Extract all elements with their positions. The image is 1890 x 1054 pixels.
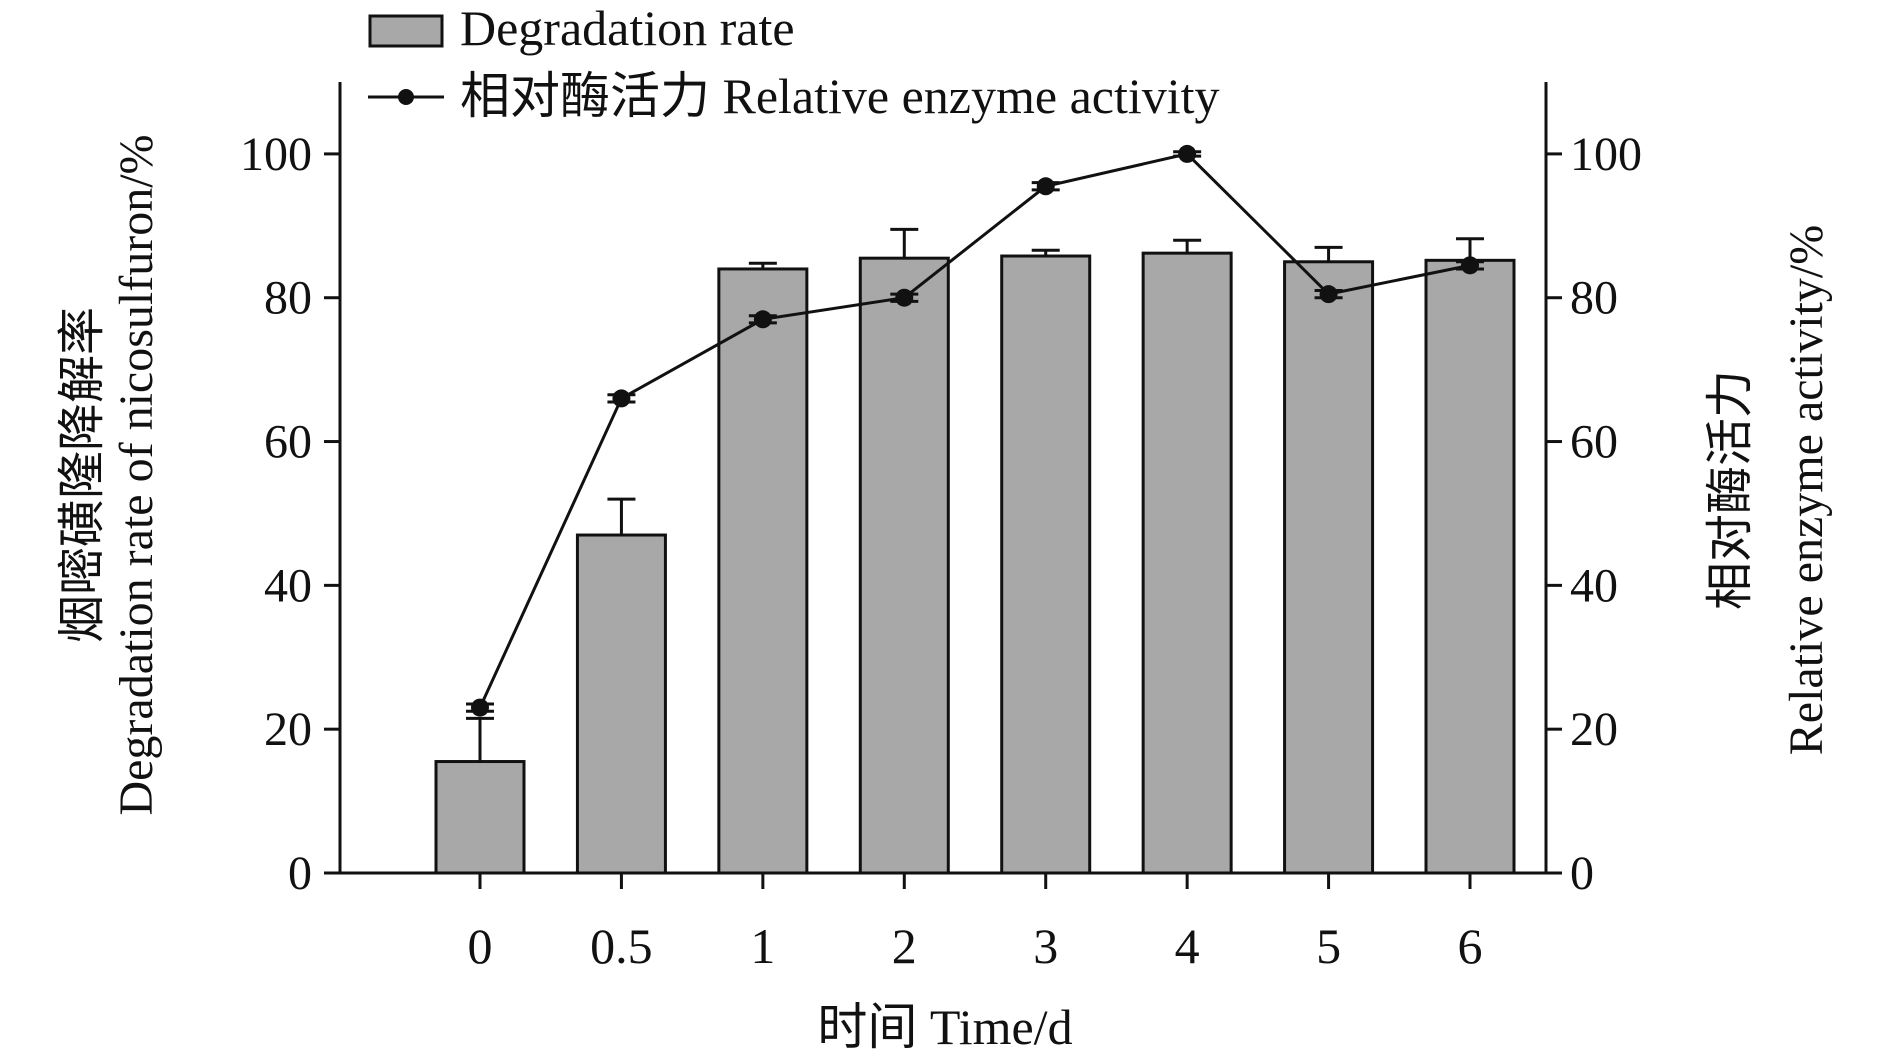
x-tick-label: 0.5 xyxy=(590,918,653,974)
legend-swatch-degradation-rate xyxy=(368,14,444,48)
bar xyxy=(1283,260,1375,875)
line-point xyxy=(612,389,631,408)
left-y-tick-label: 20 xyxy=(264,703,312,756)
legend-label-degradation-rate: Degradation rate xyxy=(460,0,795,56)
line-point xyxy=(753,310,772,329)
x-tick-label: 6 xyxy=(1458,918,1483,974)
left-y-tick-label: 80 xyxy=(264,272,312,325)
x-axis-title: 时间 Time/d xyxy=(817,999,1072,1054)
left-y-tick-label: 0 xyxy=(288,847,312,900)
bar-error-bars xyxy=(466,227,1484,762)
left-y-tick-label: 40 xyxy=(264,559,312,612)
right-y-ticks: 0 20 40 60 80 100 xyxy=(1546,128,1642,900)
right-y-tick-label: 0 xyxy=(1570,847,1594,900)
legend-swatch-marker xyxy=(398,89,414,105)
line-point xyxy=(1319,285,1338,304)
bar xyxy=(858,256,950,875)
right-y-tick-label: 100 xyxy=(1570,128,1642,181)
x-tick-label: 5 xyxy=(1316,918,1341,974)
line-point xyxy=(895,288,914,307)
bar xyxy=(717,267,809,875)
left-y-tick-label: 100 xyxy=(240,128,312,181)
line-point xyxy=(1461,256,1479,275)
line-point xyxy=(471,698,489,717)
right-y-tick-label: 60 xyxy=(1570,416,1618,469)
x-tick-label: 1 xyxy=(750,918,775,974)
left-y-axis-title-chinese: 烟嘧磺隆降解率 xyxy=(56,307,109,643)
x-tick-label: 0 xyxy=(468,918,493,974)
legend: Degradation rate 相对酶活力 Relative enzyme a… xyxy=(368,0,1220,124)
line-series xyxy=(466,144,1484,717)
line-point xyxy=(1178,144,1197,163)
left-y-axis-title-english: Degradation rate of nicosulfuron/% xyxy=(110,134,163,815)
right-y-tick-label: 40 xyxy=(1570,559,1618,612)
legend-label-relative-enzyme-activity: 相对酶活力 Relative enzyme activity xyxy=(460,68,1220,124)
bar xyxy=(1424,258,1516,875)
right-y-tick-label: 20 xyxy=(1570,703,1618,756)
right-y-axis-title-english: Relative enzyme activity/% xyxy=(1780,225,1833,755)
bar xyxy=(1141,251,1233,875)
enzyme-activity-line xyxy=(478,152,1471,709)
bar xyxy=(434,760,526,875)
left-y-tick-label: 60 xyxy=(264,416,312,469)
right-y-axis-title-chinese: 相对酶活力 xyxy=(1704,370,1757,610)
x-ticks: 0 0.5 1 2 3 4 5 6 xyxy=(468,873,1483,974)
left-y-ticks: 0 20 40 60 80 100 xyxy=(240,128,340,900)
bar-series xyxy=(434,251,1516,875)
right-y-tick-label: 80 xyxy=(1570,272,1618,325)
bar xyxy=(1000,254,1092,875)
x-tick-label: 4 xyxy=(1175,918,1200,974)
bar xyxy=(575,533,667,875)
x-tick-label: 2 xyxy=(892,918,917,974)
line-point xyxy=(1036,177,1055,196)
x-tick-label: 3 xyxy=(1033,918,1058,974)
